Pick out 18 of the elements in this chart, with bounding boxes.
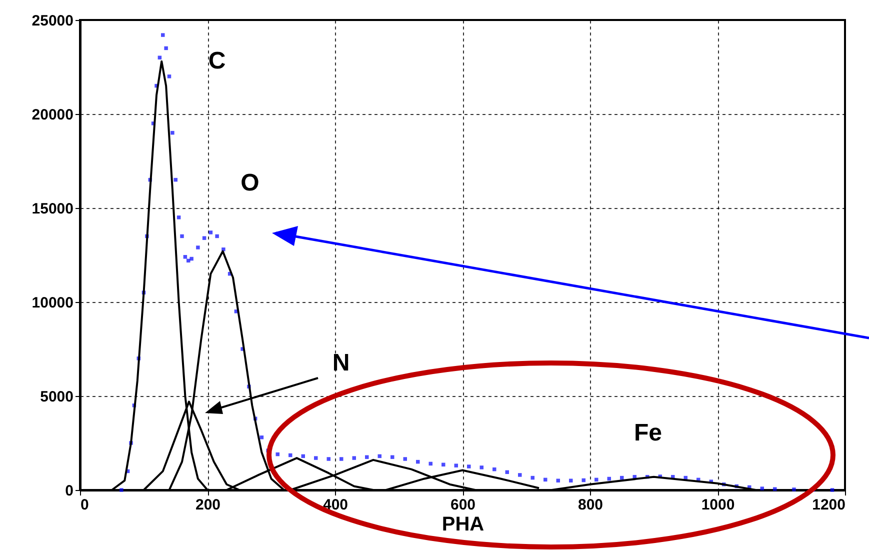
x-tick-label: 0 bbox=[80, 496, 89, 514]
x-tick-label: 1000 bbox=[701, 496, 735, 514]
annotation: Fe bbox=[634, 419, 662, 446]
y-tick-label: 10000 bbox=[32, 294, 74, 312]
x-axis-title: PHA bbox=[442, 514, 484, 536]
x-tick-label: 400 bbox=[322, 496, 348, 514]
x-tick-label: 200 bbox=[195, 496, 221, 514]
annotation: O bbox=[240, 169, 260, 196]
x-tick-label: 1200 bbox=[812, 496, 846, 514]
y-tick-label: 5000 bbox=[40, 388, 74, 406]
x-tick-label: 600 bbox=[450, 496, 476, 514]
y-tick-label: 25000 bbox=[32, 12, 74, 30]
y-tick-label: 0 bbox=[65, 482, 74, 500]
y-tick-label: 20000 bbox=[32, 106, 74, 124]
x-tick-label: 800 bbox=[578, 496, 604, 514]
y-tick-label: 15000 bbox=[32, 200, 74, 218]
annotation: C bbox=[208, 47, 226, 74]
annotation: N bbox=[332, 349, 350, 376]
